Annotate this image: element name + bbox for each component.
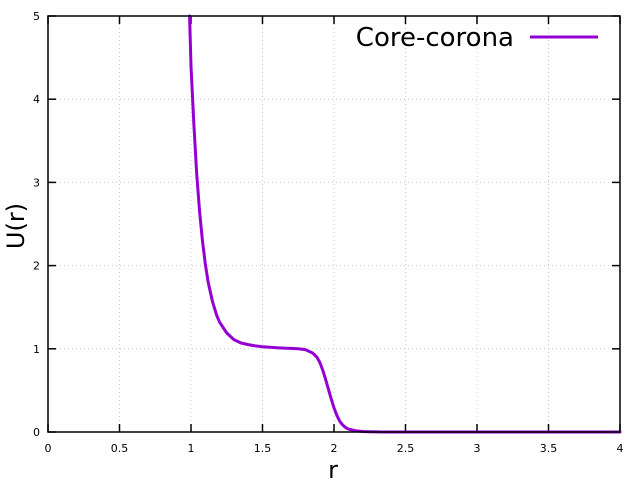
label-layer: 0 0.5 1 1.5 2 2.5 3 3.5 4 0 1 2 3 4 5 xyxy=(33,10,624,455)
x-tick-label: 1 xyxy=(188,442,195,455)
y-tick-label: 1 xyxy=(33,343,40,356)
x-tick-label: 2.5 xyxy=(397,442,415,455)
x-tick-label: 4 xyxy=(617,442,624,455)
x-tick-label: 0.5 xyxy=(111,442,129,455)
x-tick-label: 1.5 xyxy=(254,442,272,455)
y-tick-label: 0 xyxy=(33,426,40,439)
grid-layer xyxy=(48,16,620,432)
y-tick-label: 4 xyxy=(33,93,40,106)
x-tick-label: 2 xyxy=(331,442,338,455)
plot-frame xyxy=(47,15,621,433)
y-tick-label: 5 xyxy=(33,10,40,23)
series-layer xyxy=(188,14,622,434)
y-tick-label: 3 xyxy=(33,176,40,189)
x-tick-label: 3.5 xyxy=(540,442,558,455)
legend-label: Core-corona xyxy=(356,23,514,53)
y-axis-label: U(r) xyxy=(2,203,30,249)
legend: Core-corona xyxy=(356,23,598,53)
x-axis-label: r xyxy=(328,456,338,480)
x-tick-label: 0 xyxy=(45,442,52,455)
x-tick-label: 3 xyxy=(474,442,481,455)
y-tick-label: 2 xyxy=(33,260,40,273)
series-line xyxy=(188,14,622,434)
